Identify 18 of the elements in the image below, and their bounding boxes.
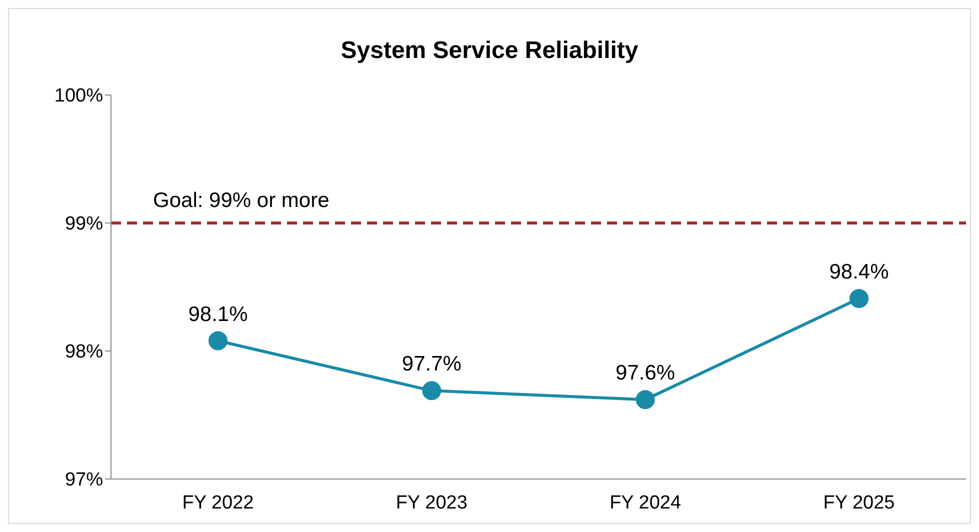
data-label: 97.6%: [616, 362, 676, 385]
x-tick-label: FY 2022: [182, 492, 254, 514]
x-tick-label: FY 2025: [823, 492, 895, 514]
point: [636, 390, 655, 410]
y-tick-label: 97%: [64, 470, 104, 491]
y-tick-label: 100%: [54, 86, 104, 107]
ref-line-label: Goal: 99% or more: [153, 189, 330, 212]
point: [850, 289, 868, 308]
x-tick-label: FY 2023: [396, 492, 468, 514]
chart-title: System Service Reliability: [340, 37, 640, 65]
point: [208, 331, 228, 350]
point: [422, 381, 442, 400]
data-label: 98.4%: [829, 260, 889, 284]
data-label: 98.1%: [188, 302, 248, 326]
y-tick-label: 98%: [64, 342, 104, 363]
data-label: 97.7%: [402, 352, 462, 376]
y-tick-label: 99%: [64, 214, 104, 235]
x-tick-label: FY 2024: [610, 492, 682, 514]
